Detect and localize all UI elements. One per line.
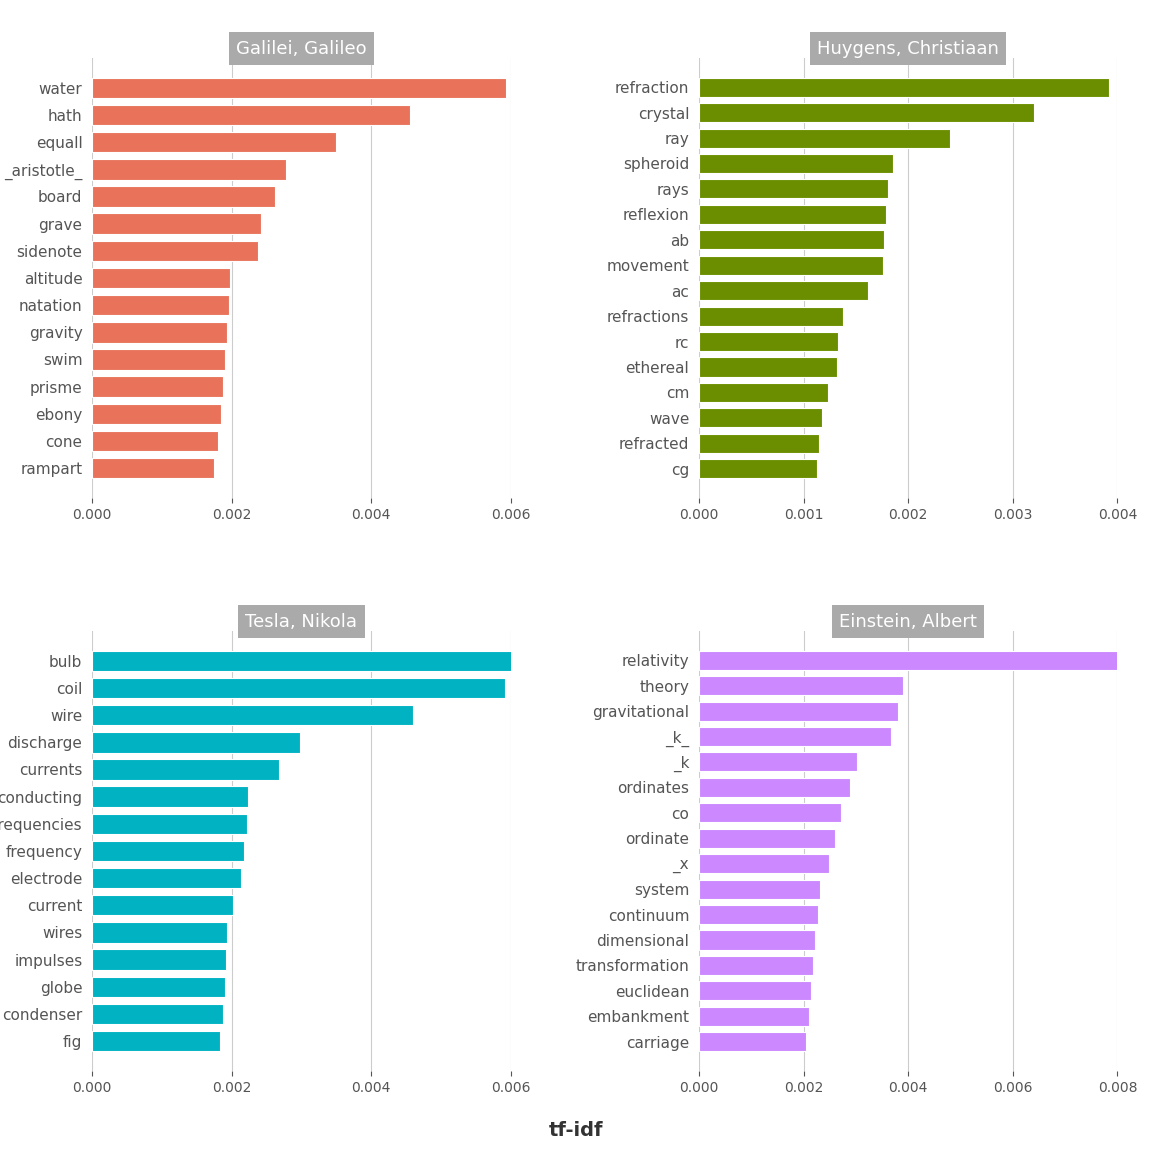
Bar [699,982,811,1000]
Bar [92,323,227,342]
Bar [92,1003,223,1024]
Bar [699,931,816,949]
Title: Tesla, Nikola: Tesla, Nikola [245,613,357,630]
Bar [699,1032,806,1052]
Bar [92,431,219,452]
Bar [92,949,226,970]
Bar [699,306,843,326]
Bar [92,867,242,888]
Bar [92,349,225,370]
Bar [699,880,820,899]
Bar [92,977,225,996]
Bar [92,267,230,288]
Bar [699,727,892,746]
Bar [92,923,227,942]
Bar [92,132,336,152]
Title: Huygens, Christiaan: Huygens, Christiaan [817,39,999,58]
Bar [699,129,950,147]
Bar [92,895,233,916]
Bar [699,382,827,402]
Bar [699,956,813,975]
Bar [699,905,818,924]
Bar [699,154,893,173]
Bar [92,813,247,834]
Bar [699,180,888,198]
Bar [92,1031,220,1052]
Bar [92,759,279,780]
Bar [92,105,410,126]
Bar [699,434,819,453]
Bar [92,403,221,424]
Bar [699,702,897,721]
Bar [92,77,507,98]
Bar [699,651,1138,669]
Bar [699,281,869,301]
Bar [699,256,884,275]
Bar [92,677,505,698]
Bar [699,752,857,772]
Bar [699,332,839,351]
Bar [699,676,903,695]
Bar [699,357,838,377]
Bar [92,241,258,262]
Bar [92,841,244,862]
Bar [699,778,850,797]
Bar [92,787,249,806]
Bar [92,295,229,316]
Bar [699,803,841,823]
Bar [699,1007,809,1026]
Bar [92,733,300,752]
Bar [699,854,828,873]
Bar [92,458,214,478]
Bar [92,651,514,670]
Bar [699,408,823,427]
Bar [92,213,262,234]
Bar [92,187,275,206]
Bar [92,159,286,180]
Bar [699,230,884,249]
Bar [699,103,1033,122]
Bar [699,460,817,478]
Title: Einstein, Albert: Einstein, Albert [840,613,977,630]
Title: Galilei, Galileo: Galilei, Galileo [236,39,366,58]
Bar [92,705,414,726]
Bar [92,377,222,396]
Bar [699,828,835,848]
Bar [699,205,886,223]
Bar [699,77,1109,97]
Text: tf-idf: tf-idf [548,1122,604,1140]
